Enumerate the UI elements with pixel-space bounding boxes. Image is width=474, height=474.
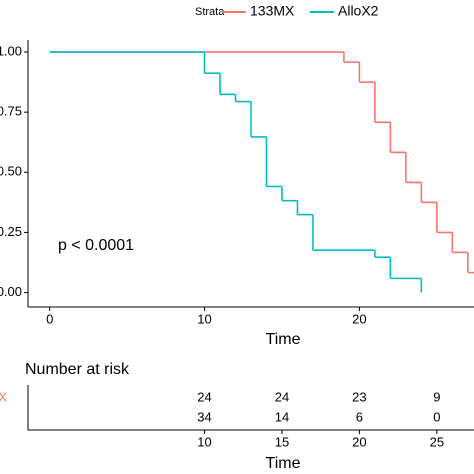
y-tick-label: 1.00 [0, 43, 22, 58]
risk-x-title: Time [266, 455, 301, 472]
legend-label: 133MX [250, 3, 295, 19]
risk-x-tick-label: 15 [275, 434, 289, 449]
x-tick-label: 10 [197, 311, 211, 326]
risk-row-label: 133MX [0, 389, 7, 404]
x-axis-title: Time [266, 331, 301, 348]
risk-x-tick-label: 25 [430, 434, 444, 449]
y-tick-label: 0.25 [0, 224, 22, 239]
y-tick-label: 0.50 [0, 164, 22, 179]
annotation: p < 0.0001 [58, 237, 134, 254]
risk-x-tick-label: 10 [197, 434, 211, 449]
legend-label: AlloX2 [338, 3, 379, 19]
risk-count: 6 [356, 409, 363, 424]
x-tick-label: 20 [352, 311, 366, 326]
risk-x-tick-label: 20 [352, 434, 366, 449]
y-tick-label: 0.75 [0, 104, 22, 119]
risk-count: 9 [433, 389, 440, 404]
y-tick-label: 0.00 [0, 284, 22, 299]
risk-count: 14 [275, 409, 289, 424]
risk-count: 24 [197, 389, 211, 404]
risk-count: 23 [352, 389, 366, 404]
x-tick-label: 0 [46, 311, 53, 326]
legend-title: Strata [195, 6, 225, 18]
risk-count: 34 [197, 409, 211, 424]
risk-title: Number at risk [25, 361, 130, 378]
risk-count: 24 [275, 389, 289, 404]
risk-count: 0 [433, 409, 440, 424]
